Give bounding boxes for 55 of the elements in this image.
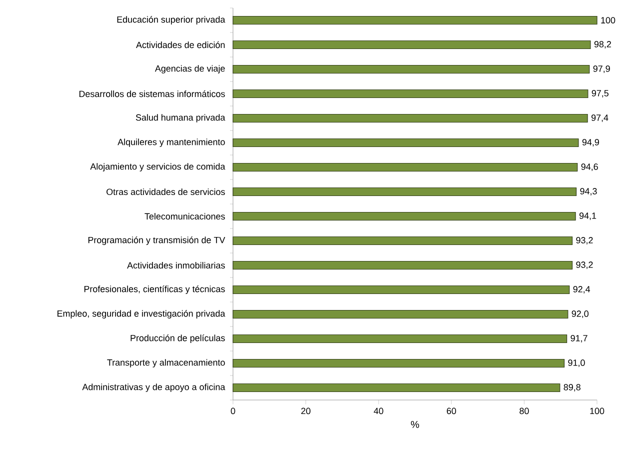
x-axis-title: % [410, 420, 420, 428]
data-label: 97,4 [591, 114, 608, 122]
data-label: 100 [601, 17, 616, 24]
x-tick-label: 20 [301, 408, 310, 414]
y-tick-label: Empleo, seguridad e investigación privada [57, 310, 226, 318]
data-label: 89,8 [564, 384, 580, 392]
data-label: 94,9 [582, 139, 599, 146]
data-label: 93,2 [576, 237, 593, 244]
data-label: 91,7 [570, 335, 588, 342]
bar [232, 64, 590, 74]
y-tick-label: Actividades inmobiliarias [127, 262, 225, 269]
data-label: 93,2 [576, 262, 593, 269]
bar [232, 310, 568, 319]
data-label: 97,9 [593, 66, 610, 73]
bar [232, 236, 573, 246]
y-tick-label: Alojamiento y servicios de comida [90, 163, 226, 172]
y-tick-label: Programación y transmisión de TV [88, 236, 226, 245]
y-tick-label: Agencias de viaje [154, 65, 225, 74]
x-tick-label: 100 [590, 408, 604, 414]
data-label: 98,2 [594, 41, 611, 48]
bar [232, 285, 570, 294]
x-tick-label: 80 [520, 408, 529, 414]
y-tick-label: Educación superior privada [117, 16, 226, 24]
data-label: 97,5 [592, 90, 608, 98]
x-tick-label: 60 [446, 408, 456, 414]
y-tick-label: Alquileres y mantenimiento [118, 138, 225, 147]
y-tick-label: Producción de películas [130, 334, 225, 343]
bar [232, 138, 579, 148]
bar [232, 334, 568, 344]
y-tick-label: Telecomunicaciones [144, 212, 225, 220]
y-tick-label: Actividades de edición [136, 41, 225, 48]
data-label: 92,4 [573, 286, 590, 294]
bar [232, 187, 577, 196]
y-tick-label: Salud humana privada [136, 114, 226, 122]
y-tick-label: Transporte y almacenamiento [107, 359, 225, 368]
bar [232, 40, 591, 50]
data-label: 94,1 [579, 212, 596, 220]
bar [232, 358, 565, 368]
data-label: 91,0 [568, 360, 585, 367]
data-label: 94,3 [580, 188, 597, 196]
y-tick-label: Desarrollos de sistemas informáticos [79, 90, 225, 98]
data-label: 94,6 [581, 164, 598, 171]
bar [232, 89, 588, 98]
x-tick-label: 40 [374, 408, 384, 414]
data-label: 92,0 [572, 310, 589, 318]
bar [232, 212, 576, 221]
bar [232, 16, 598, 25]
bar [232, 114, 588, 123]
bar [232, 260, 573, 270]
y-tick-label: Administrativas y de apoyo a oficina [82, 384, 226, 392]
y-tick-label: Otras actividades de servicios [106, 188, 225, 196]
bar [232, 162, 578, 172]
y-tick-label: Profesionales, científicas y técnicas [84, 286, 225, 294]
bar [232, 383, 560, 392]
x-tick-label: 0 [230, 408, 236, 414]
